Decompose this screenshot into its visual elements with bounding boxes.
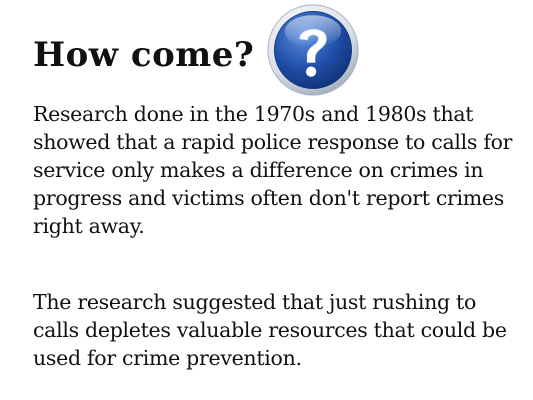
question-mark-icon <box>267 4 359 96</box>
slide-title: How come? <box>33 35 255 75</box>
paragraph-research: Research done in the 1970s and 1980s tha… <box>33 102 513 238</box>
paragraph-suggestion: The research suggested that just rushing… <box>33 290 507 370</box>
